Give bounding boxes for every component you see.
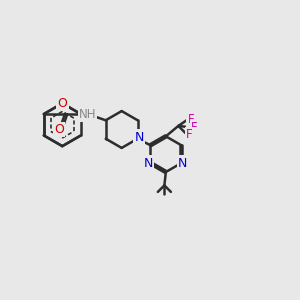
Text: F: F xyxy=(188,113,194,126)
Text: N: N xyxy=(178,157,188,169)
Text: NH: NH xyxy=(79,107,96,121)
Text: O: O xyxy=(57,97,67,110)
Text: F: F xyxy=(186,128,193,141)
Text: N: N xyxy=(143,157,153,169)
Text: N: N xyxy=(134,131,144,144)
Text: O: O xyxy=(54,123,64,136)
Text: F: F xyxy=(191,121,198,134)
